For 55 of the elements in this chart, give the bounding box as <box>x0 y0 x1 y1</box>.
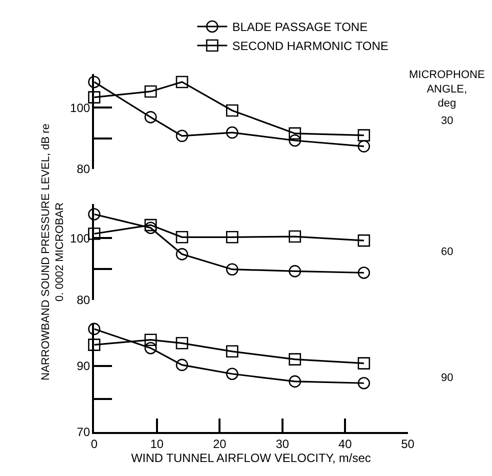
point <box>144 334 157 346</box>
point <box>288 230 302 243</box>
point <box>176 248 188 260</box>
point <box>176 337 188 350</box>
point <box>288 353 302 366</box>
x-tick-label: 40 <box>338 437 352 452</box>
point <box>144 342 157 354</box>
x-tick-label: 10 <box>150 437 164 452</box>
y-tick-label: 100 <box>70 231 90 246</box>
point <box>288 134 302 147</box>
x-tick-label: 50 <box>401 437 415 452</box>
text: 90 <box>441 372 454 384</box>
point <box>176 358 188 372</box>
point <box>358 234 370 247</box>
x-axis-title: WIND TUNNEL AIRFLOW VELOCITY, m/sec <box>131 451 371 466</box>
y-axis-title: NARROWBAND SOUND PRESSURE LEVEL, dB re 0. 0002 MICROBAR <box>40 124 66 380</box>
point <box>88 76 100 88</box>
point <box>358 140 370 152</box>
legend-label: SECOND HARMONIC TONE <box>232 39 388 54</box>
point <box>358 376 370 390</box>
point <box>226 230 238 244</box>
point <box>358 357 370 370</box>
legend-label: BLADE PASSAGE TONE <box>232 20 368 34</box>
point <box>226 104 238 117</box>
text: 60 <box>441 246 454 258</box>
point <box>88 322 100 336</box>
point <box>144 85 157 98</box>
y-tick-label: 90 <box>76 359 90 374</box>
point <box>144 218 157 232</box>
point <box>226 345 238 358</box>
point <box>358 266 370 279</box>
point <box>88 208 100 220</box>
point <box>288 127 302 140</box>
point <box>288 375 302 388</box>
y-tick-label: 80 <box>76 162 90 176</box>
point <box>144 111 157 124</box>
point <box>226 126 238 139</box>
y-tick-label: 70 <box>76 425 90 440</box>
point <box>226 368 238 380</box>
y-tick-label: 80 <box>76 293 90 308</box>
point <box>88 338 100 351</box>
x-tick-label: 30 <box>276 437 290 452</box>
point <box>358 129 370 142</box>
y-tick-label: 100 <box>70 100 90 115</box>
point <box>176 76 188 88</box>
x-tick-label: 0 <box>90 437 98 452</box>
point <box>226 263 238 276</box>
point <box>288 265 302 278</box>
point <box>88 228 100 240</box>
point <box>176 130 188 142</box>
text: MICROPHONE ANGLE, deg <box>409 69 485 110</box>
text: 30 <box>441 115 454 127</box>
point <box>88 91 100 104</box>
x-tick-label: 20 <box>212 437 227 452</box>
point <box>176 230 188 244</box>
